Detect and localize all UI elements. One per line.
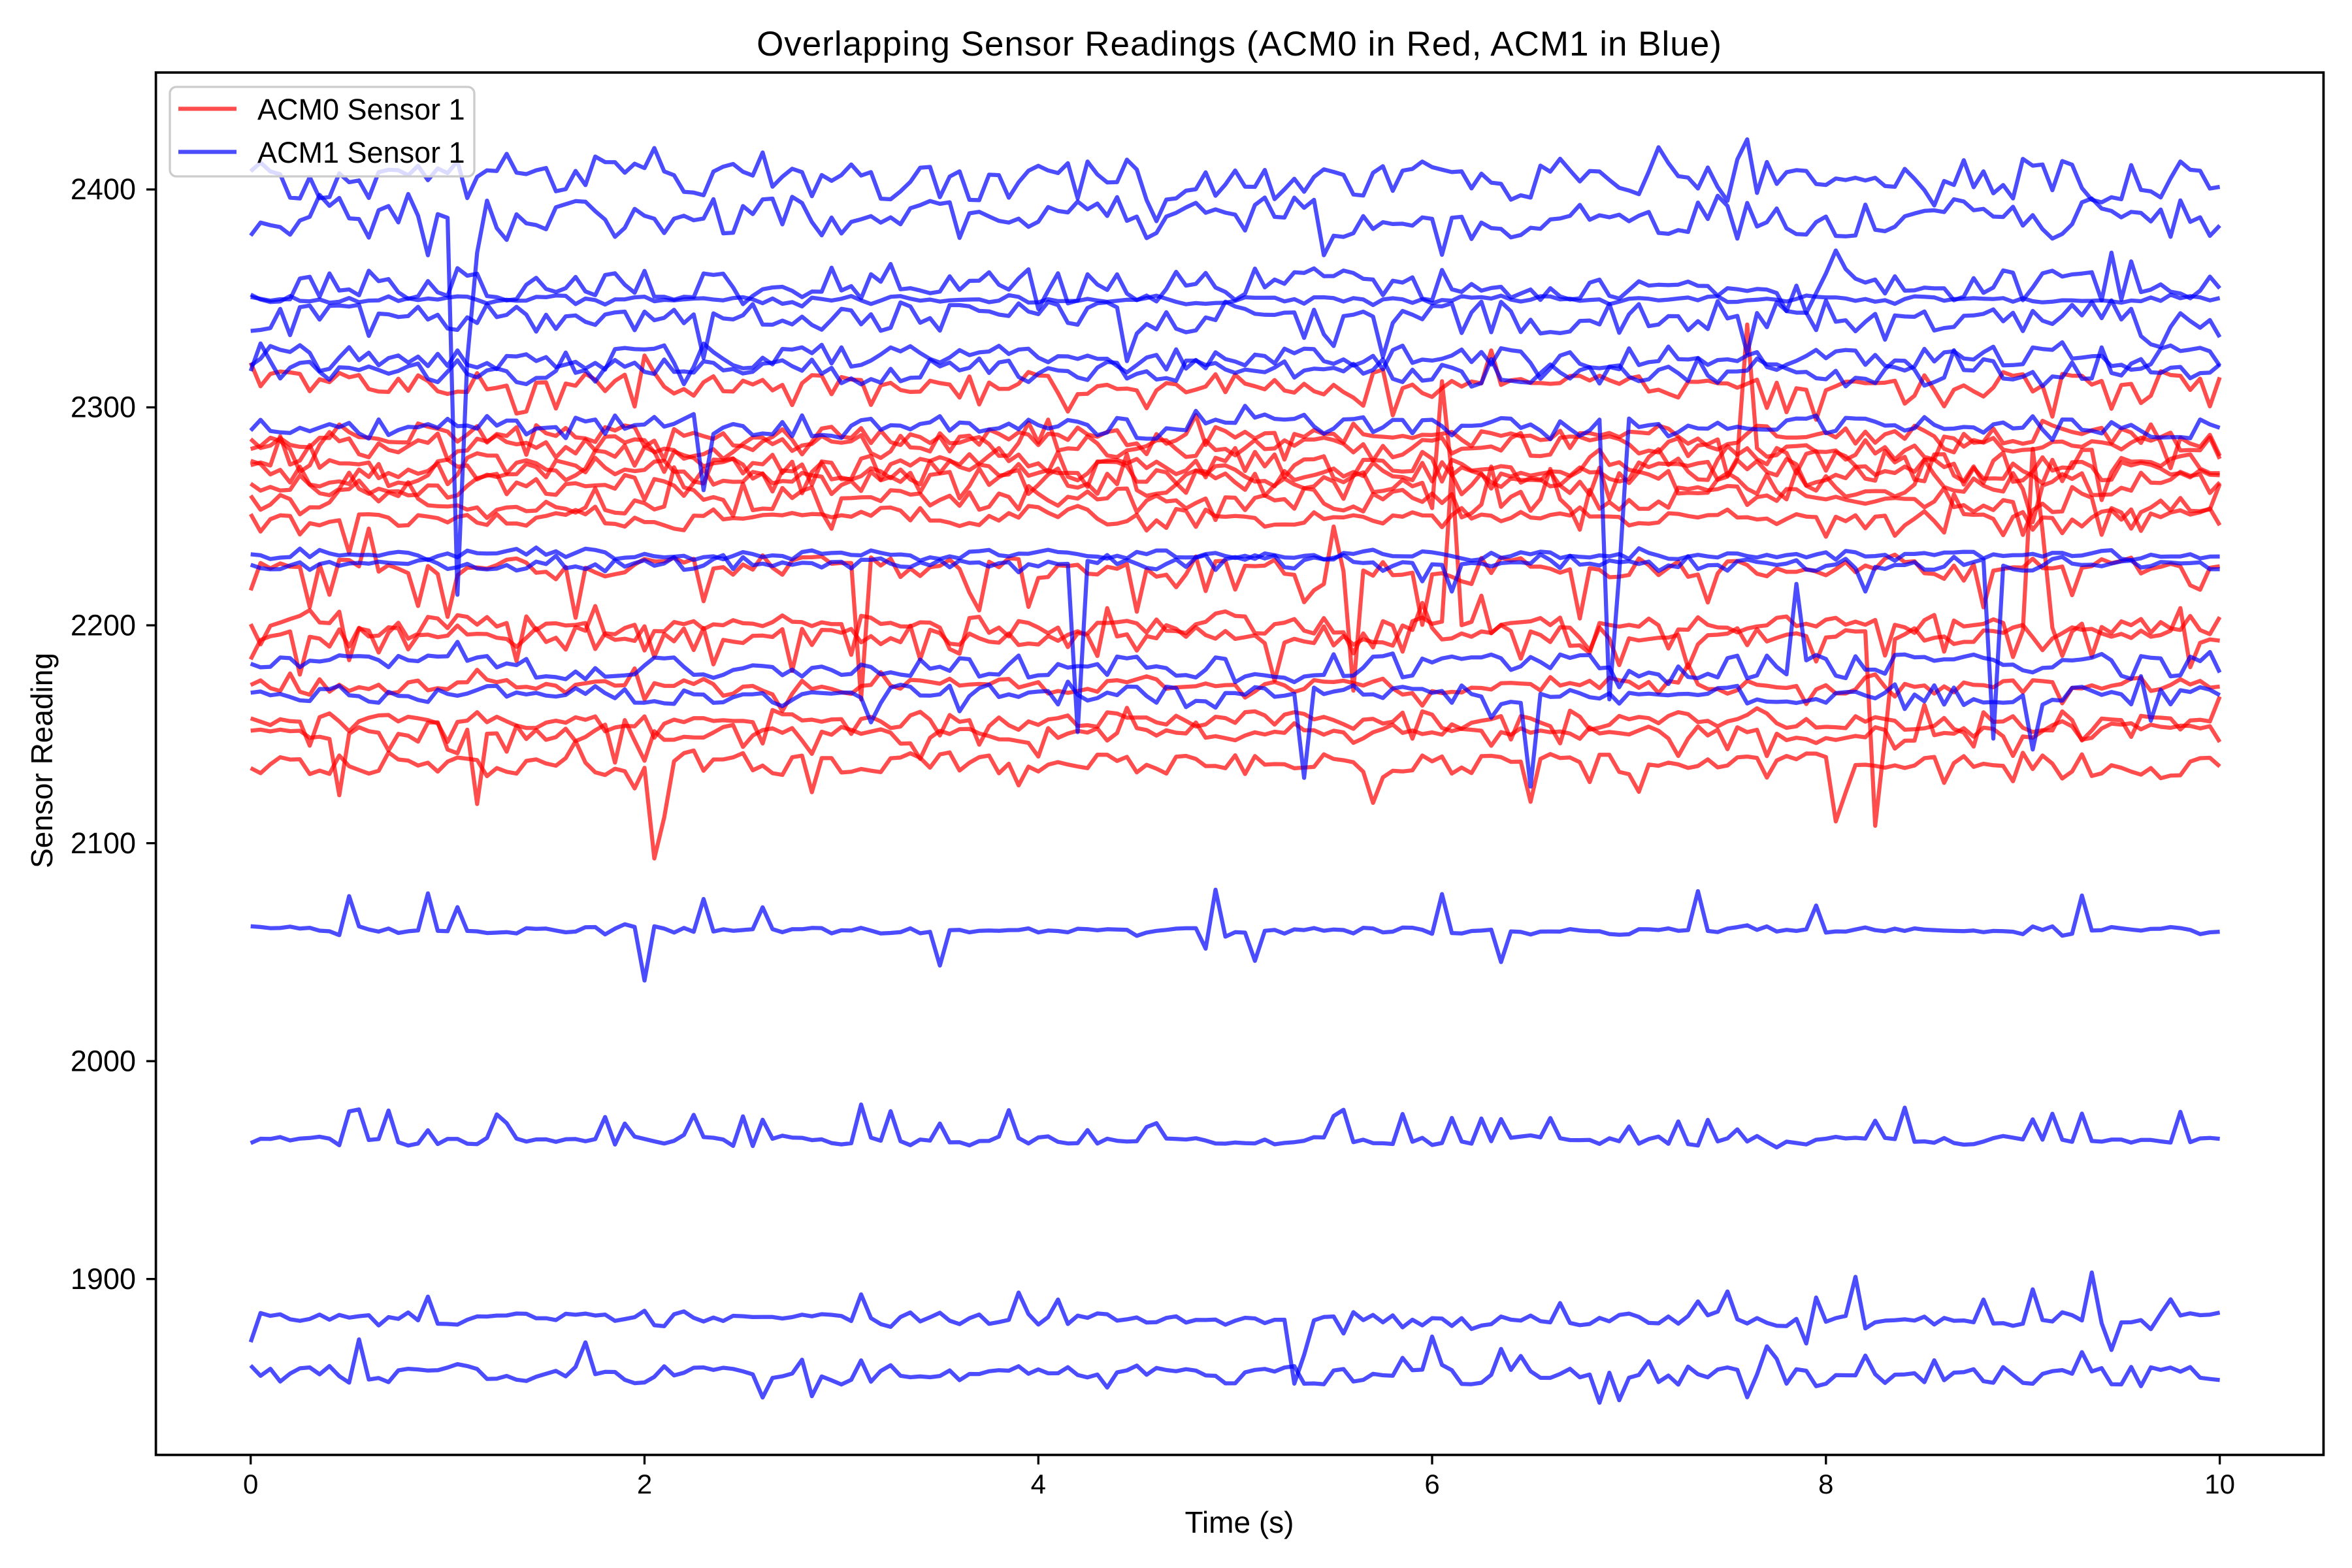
svg-text:2000: 2000 (71, 1044, 136, 1077)
svg-text:Time (s): Time (s) (1185, 1505, 1294, 1539)
svg-text:10: 10 (2204, 1469, 2235, 1499)
svg-text:2400: 2400 (71, 172, 136, 206)
svg-text:Sensor Reading: Sensor Reading (25, 653, 59, 868)
svg-text:2200: 2200 (71, 608, 136, 642)
svg-text:Overlapping Sensor Readings (A: Overlapping Sensor Readings (ACM0 in Red… (757, 25, 1722, 63)
svg-text:ACM0 Sensor 1: ACM0 Sensor 1 (257, 93, 465, 126)
svg-text:0: 0 (243, 1469, 258, 1499)
svg-text:4: 4 (1031, 1469, 1046, 1499)
svg-text:2300: 2300 (71, 391, 136, 424)
svg-text:6: 6 (1424, 1469, 1439, 1499)
svg-text:2100: 2100 (71, 826, 136, 860)
svg-text:2: 2 (637, 1469, 652, 1499)
svg-text:8: 8 (1818, 1469, 1833, 1499)
svg-text:ACM1 Sensor 1: ACM1 Sensor 1 (257, 136, 465, 169)
svg-text:1900: 1900 (71, 1262, 136, 1296)
